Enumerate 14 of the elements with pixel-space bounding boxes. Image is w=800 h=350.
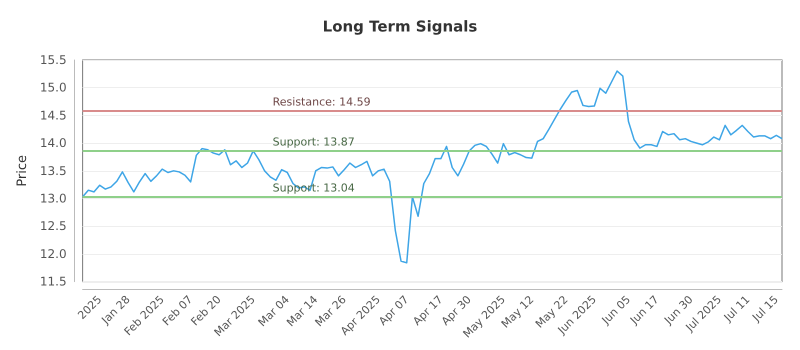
y-tick-label: 11.5 — [40, 274, 67, 289]
y-axis-title: Price — [15, 154, 30, 187]
y-tick-label: 15.5 — [40, 53, 67, 67]
y-tick-label: 15.0 — [40, 80, 67, 95]
y-tick-label: 14.5 — [40, 108, 67, 122]
y-tick-label: 12.0 — [40, 246, 67, 261]
y-tick-label: 13.5 — [40, 164, 67, 178]
y-tick-label: 12.5 — [40, 219, 67, 234]
ref-line-label: Resistance: 14.59 — [272, 95, 371, 108]
y-tick-label: 13.0 — [40, 192, 67, 206]
line-series — [82, 70, 783, 264]
chart-title: Long Term Signals — [322, 18, 478, 36]
y-tick-label: 14.0 — [40, 136, 67, 150]
ref-line-label: Support: 13.87 — [272, 135, 355, 148]
